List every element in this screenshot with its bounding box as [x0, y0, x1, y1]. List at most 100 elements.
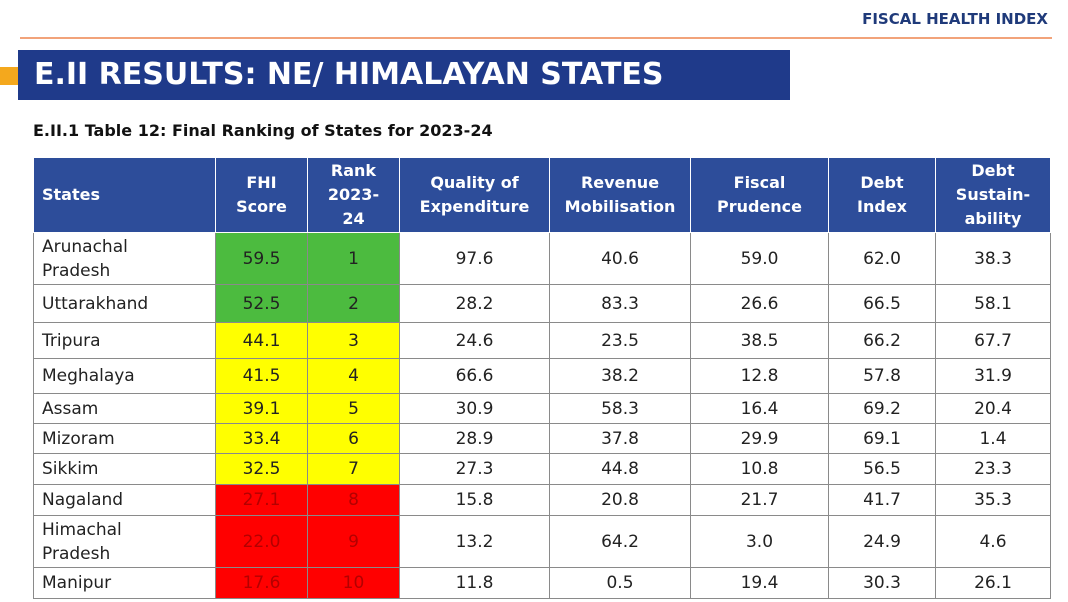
cell: 37.8	[549, 423, 691, 454]
table-row: Assam 39.1 5 30.9 58.3 16.4 69.2 20.4	[33, 393, 1051, 424]
cell: 30.3	[828, 567, 936, 599]
cell: 59.5	[215, 232, 308, 285]
cell: 38.2	[549, 358, 691, 394]
state-label: Tripura	[42, 330, 101, 351]
column-header: FHI Score	[215, 157, 308, 233]
state-name: Assam	[33, 393, 216, 424]
cell: 6	[307, 423, 400, 454]
cell: 59.0	[690, 232, 829, 285]
state-name: Manipur	[33, 567, 216, 599]
column-header: Debt Sustain- ability	[935, 157, 1051, 233]
cell: 1.4	[935, 423, 1051, 454]
cell: 13.2	[399, 515, 550, 568]
column-header: States	[33, 157, 216, 233]
cell: 33.4	[215, 423, 308, 454]
cell: 28.9	[399, 423, 550, 454]
cell: 69.2	[828, 393, 936, 424]
state-label: Himachal Pradesh	[42, 519, 122, 564]
table-caption: E.II.1 Table 12: Final Ranking of States…	[33, 121, 493, 140]
cell: 20.8	[549, 484, 691, 516]
cell: 57.8	[828, 358, 936, 394]
cell: 11.8	[399, 567, 550, 599]
state-label: Meghalaya	[42, 366, 135, 386]
cell: 3	[307, 322, 400, 359]
table-row: Uttarakhand 52.5 2 28.2 83.3 26.6 66.5 58.1	[33, 284, 1051, 323]
state-name: Nagaland	[33, 484, 216, 516]
state-label: Uttarakhand	[42, 293, 149, 314]
cell: 83.3	[549, 284, 691, 323]
cell: 16.4	[690, 393, 829, 424]
accent-bar	[0, 67, 20, 85]
cell: 29.9	[690, 423, 829, 454]
cell: 26.6	[690, 284, 829, 323]
state-label: Nagaland	[42, 490, 124, 510]
cell: 8	[307, 484, 400, 516]
cell: 26.1	[935, 567, 1051, 599]
table-row: Meghalaya 41.5 4 66.6 38.2 12.8 57.8 31.9	[33, 358, 1051, 394]
table-row: Sikkim 32.5 7 27.3 44.8 10.8 56.5 23.3	[33, 453, 1051, 485]
cell: 27.1	[215, 484, 308, 516]
cell: 40.6	[549, 232, 691, 285]
state-label: Manipur	[42, 573, 112, 593]
state-name: Himachal Pradesh	[33, 515, 216, 568]
state-name: Meghalaya	[33, 358, 216, 394]
state-name: Uttarakhand	[33, 284, 216, 323]
cell: 10.8	[690, 453, 829, 485]
column-header: Quality of Expenditure	[399, 157, 550, 233]
ranking-table: States FHI Score Rank 2023- 24 Quality of E…	[33, 157, 1051, 599]
cell: 30.9	[399, 393, 550, 424]
brand: FISCAL HEALTH INDEX	[862, 10, 1048, 28]
cell: 97.6	[399, 232, 550, 285]
cell: 23.3	[935, 453, 1051, 485]
cell: 28.2	[399, 284, 550, 323]
cell: 9	[307, 515, 400, 568]
state-name: Mizoram	[33, 423, 216, 454]
cell: 44.8	[549, 453, 691, 485]
cell: 52.5	[215, 284, 308, 323]
state-label: Arunachal Pradesh	[42, 236, 128, 281]
table-row: Nagaland 27.1 8 15.8 20.8 21.7 41.7 35.3	[33, 484, 1051, 516]
cell: 69.1	[828, 423, 936, 454]
column-header: Fiscal Prudence	[690, 157, 829, 233]
cell: 67.7	[935, 322, 1051, 359]
cell: 32.5	[215, 453, 308, 485]
cell: 21.7	[690, 484, 829, 516]
cell: 39.1	[215, 393, 308, 424]
cell: 41.7	[828, 484, 936, 516]
header-rule	[20, 37, 1052, 39]
cell: 23.5	[549, 322, 691, 359]
cell: 24.9	[828, 515, 936, 568]
cell: 58.1	[935, 284, 1051, 323]
cell: 7	[307, 453, 400, 485]
column-header: Rank 2023- 24	[307, 157, 400, 233]
cell: 4	[307, 358, 400, 394]
column-header: Revenue Mobilisation	[549, 157, 691, 233]
cell: 66.5	[828, 284, 936, 323]
cell: 58.3	[549, 393, 691, 424]
cell: 31.9	[935, 358, 1051, 394]
table-row: Tripura 44.1 3 24.6 23.5 38.5 66.2 67.7	[33, 322, 1051, 359]
cell: 56.5	[828, 453, 936, 485]
column-header: Debt Index	[828, 157, 936, 233]
slide-title: E.II RESULTS: NE/ HIMALAYAN STATES	[18, 50, 790, 100]
state-label: Sikkim	[42, 459, 99, 479]
cell: 44.1	[215, 322, 308, 359]
table-row: Arunachal Pradesh 59.5 1 97.6 40.6 59.0 62.0 38…	[33, 232, 1051, 285]
cell: 15.8	[399, 484, 550, 516]
cell: 24.6	[399, 322, 550, 359]
cell: 10	[307, 567, 400, 599]
state-label: Mizoram	[42, 428, 115, 449]
cell: 0.5	[549, 567, 691, 599]
header-row: States FHI Score Rank 2023- 24 Quality of E…	[33, 157, 1051, 233]
cell: 66.6	[399, 358, 550, 394]
table-row: Mizoram 33.4 6 28.9 37.8 29.9 69.1 1.4	[33, 423, 1051, 454]
cell: 19.4	[690, 567, 829, 599]
table-row: Himachal Pradesh 22.0 9 13.2 64.2 3.0 24.9 4.6	[33, 515, 1051, 568]
state-name: Sikkim	[33, 453, 216, 485]
cell: 1	[307, 232, 400, 285]
cell: 12.8	[690, 358, 829, 394]
cell: 35.3	[935, 484, 1051, 516]
cell: 66.2	[828, 322, 936, 359]
table-row: Manipur 17.6 10 11.8 0.5 19.4 30.3 26.1	[33, 567, 1051, 599]
